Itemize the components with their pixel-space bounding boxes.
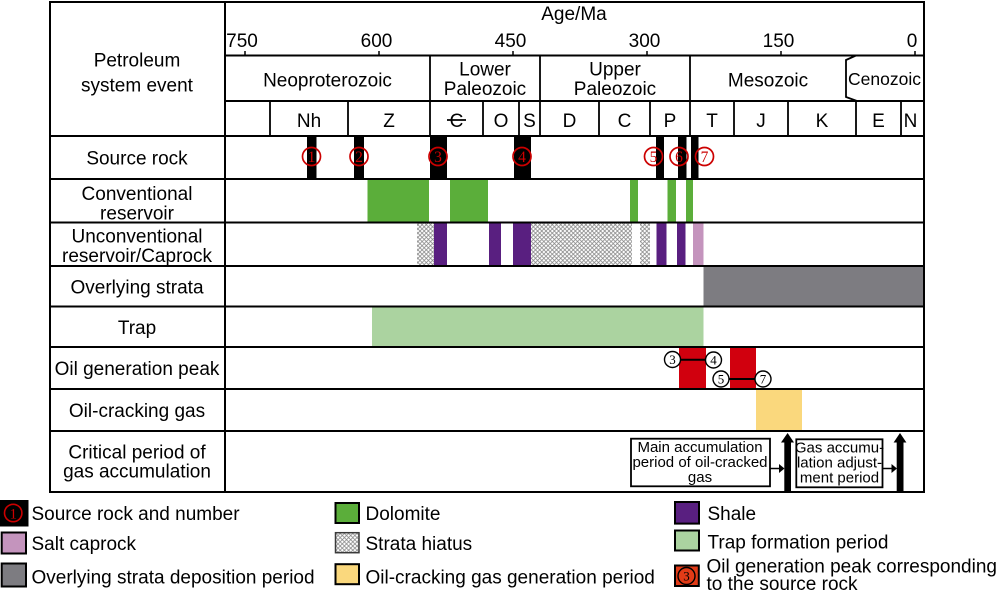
svg-text:Critical period of: Critical period of — [68, 443, 206, 464]
svg-text:Oil-cracking gas generation pe: Oil-cracking gas generation period — [366, 568, 655, 589]
svg-text:Overlying strata: Overlying strata — [70, 278, 203, 299]
svg-text:5: 5 — [718, 372, 725, 387]
svg-text:Upper: Upper — [589, 60, 641, 81]
svg-text:1: 1 — [308, 149, 316, 166]
svg-text:Paleozoic: Paleozoic — [444, 79, 526, 100]
svg-text:Strata hiatus: Strata hiatus — [366, 534, 473, 555]
svg-text:system event: system event — [81, 75, 194, 96]
svg-text:3: 3 — [434, 149, 442, 166]
svg-text:E: E — [872, 111, 885, 132]
svg-text:Trap: Trap — [118, 318, 156, 339]
svg-text:2: 2 — [355, 149, 363, 166]
svg-text:3: 3 — [683, 569, 690, 584]
svg-text:gas: gas — [688, 469, 712, 486]
svg-text:Age/Ma: Age/Ma — [541, 4, 607, 25]
svg-text:gas accumulation: gas accumulation — [63, 462, 211, 483]
svg-text:Overlying strata deposition pe: Overlying strata deposition period — [32, 568, 315, 589]
svg-text:Cenozoic: Cenozoic — [848, 69, 921, 89]
svg-text:lation adjust-: lation adjust- — [797, 455, 882, 472]
svg-text:Trap formation period: Trap formation period — [708, 533, 889, 554]
svg-text:N: N — [904, 111, 918, 132]
svg-text:S: S — [523, 111, 536, 132]
svg-text:Nh: Nh — [297, 111, 321, 132]
svg-text:Source rock: Source rock — [86, 149, 188, 170]
svg-text:reservoir/Caprock: reservoir/Caprock — [62, 246, 212, 267]
svg-text:Unconventional: Unconventional — [72, 227, 203, 248]
svg-text:Oil generation peak: Oil generation peak — [55, 359, 220, 380]
svg-text:7: 7 — [760, 372, 767, 387]
svg-text:150: 150 — [763, 31, 795, 52]
svg-text:Neoproterozoic: Neoproterozoic — [263, 71, 392, 92]
svg-text:Mesozoic: Mesozoic — [728, 71, 808, 92]
svg-text:300: 300 — [629, 31, 661, 52]
svg-text:Petroleum: Petroleum — [94, 51, 181, 72]
svg-text:6: 6 — [675, 149, 683, 166]
svg-text:Z: Z — [383, 111, 395, 132]
svg-text:reservoir: reservoir — [100, 204, 175, 225]
svg-text:450: 450 — [495, 31, 527, 52]
svg-text:Oil-cracking gas: Oil-cracking gas — [69, 401, 205, 422]
svg-text:D: D — [563, 111, 577, 132]
svg-text:7: 7 — [701, 149, 709, 166]
svg-text:Source rock and number: Source rock and number — [32, 504, 241, 525]
svg-text:to the source rock: to the source rock — [707, 574, 859, 595]
svg-text:3: 3 — [669, 352, 676, 367]
svg-text:T: T — [706, 111, 718, 132]
svg-text:Shale: Shale — [708, 504, 757, 525]
svg-text:5: 5 — [650, 149, 658, 166]
svg-text:ment period: ment period — [800, 470, 879, 487]
svg-text:600: 600 — [361, 31, 393, 52]
svg-text:4: 4 — [518, 149, 526, 166]
svg-text:Gas accumu-: Gas accumu- — [795, 440, 884, 457]
svg-text:Lower: Lower — [459, 60, 511, 81]
svg-text:P: P — [664, 111, 677, 132]
svg-text:O: O — [494, 111, 509, 132]
svg-text:period of oil-cracked: period of oil-cracked — [632, 454, 767, 471]
svg-text:Main accumulation: Main accumulation — [637, 439, 762, 456]
svg-text:J: J — [756, 111, 766, 132]
svg-text:Salt caprock: Salt caprock — [32, 534, 137, 555]
svg-text:Dolomite: Dolomite — [366, 504, 441, 525]
svg-text:K: K — [816, 111, 829, 132]
svg-text:C: C — [618, 111, 632, 132]
svg-text:4: 4 — [710, 353, 717, 368]
svg-text:C: C — [450, 111, 464, 132]
svg-text:Oil generation peak correspond: Oil generation peak corresponding — [707, 557, 997, 578]
svg-text:750: 750 — [226, 31, 258, 52]
svg-text:0: 0 — [907, 31, 918, 52]
svg-text:1: 1 — [9, 506, 17, 522]
svg-text:Paleozoic: Paleozoic — [574, 79, 656, 100]
svg-text:Conventional: Conventional — [82, 184, 193, 205]
